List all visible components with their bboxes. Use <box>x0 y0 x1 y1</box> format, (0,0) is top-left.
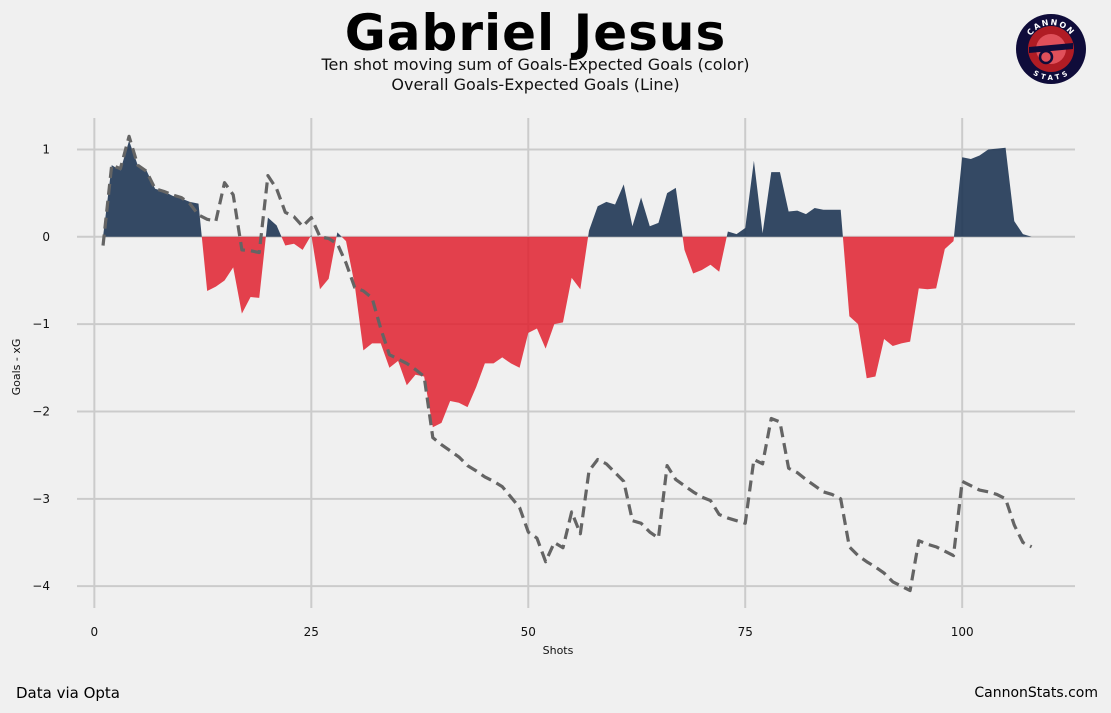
cannon-wheel-icon <box>1038 49 1054 65</box>
y-axis-label: Goals - xG <box>10 339 23 396</box>
y-tick-label: −4 <box>32 579 50 593</box>
cannon-barrel-icon <box>1029 43 1073 53</box>
y-tick-label: 1 <box>42 142 50 156</box>
negative-area-segment <box>281 236 311 250</box>
tick-labels: 0 25 50 75 100 1 0 −1 −2 −3 −4 <box>32 142 973 639</box>
positive-area-segment <box>265 217 282 237</box>
overall-line-layer <box>101 134 1033 593</box>
moving-sum-area <box>103 140 1032 428</box>
y-tick-label: −3 <box>32 492 50 506</box>
chart-grid <box>77 118 1075 608</box>
x-tick-label: 0 <box>91 625 99 639</box>
x-axis-label: Shots <box>543 644 574 657</box>
overall-goals-minus-xg-line <box>101 134 1033 593</box>
cannon-stats-logo: CANNON STATS <box>1016 14 1086 84</box>
x-tick-label: 25 <box>304 625 319 639</box>
negative-area-segment <box>201 236 266 314</box>
positive-area-segment <box>726 160 843 237</box>
y-tick-label: −1 <box>32 317 50 331</box>
chart-subtitle-line: Overall Goals-Expected Goals (Line) <box>391 75 680 94</box>
data-source-credit: Data via Opta <box>16 684 120 702</box>
site-credit: CannonStats.com <box>974 685 1098 701</box>
negative-area-segment <box>311 236 337 290</box>
negative-area-segment <box>341 236 589 428</box>
y-tick-label: 0 <box>42 230 50 244</box>
y-tick-label: −2 <box>32 404 50 418</box>
x-tick-label: 50 <box>521 625 536 639</box>
positive-area-segment <box>588 184 683 237</box>
negative-area-segment <box>682 236 727 274</box>
positive-area-segment <box>310 235 312 237</box>
positive-area-segment <box>953 147 1032 237</box>
positive-area-segment <box>103 140 202 237</box>
positive-area-segment <box>336 232 342 237</box>
chart-title: Gabriel Jesus <box>344 4 727 62</box>
chart-subtitle-color: Ten shot moving sum of Goals-Expected Go… <box>321 55 750 74</box>
negative-area-segment <box>842 236 954 379</box>
x-tick-label: 100 <box>951 625 974 639</box>
x-tick-label: 75 <box>738 625 753 639</box>
